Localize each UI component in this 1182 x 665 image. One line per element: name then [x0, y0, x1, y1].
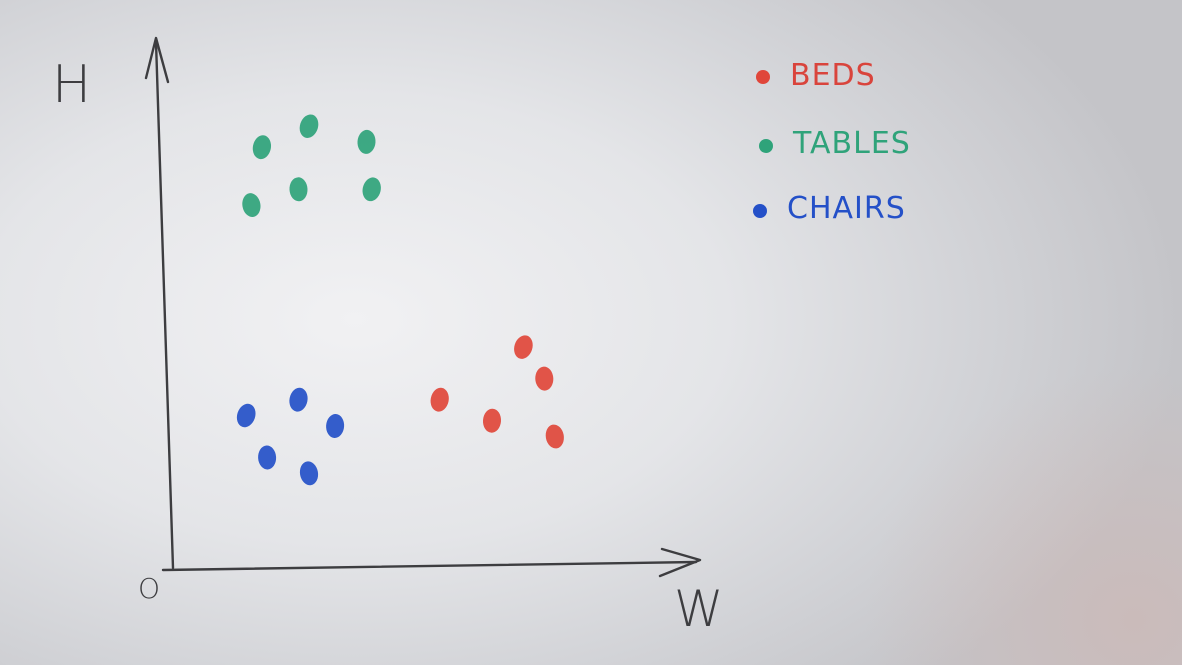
legend-marker-chairs [753, 204, 767, 218]
legend-label-beds: BEDS [790, 58, 876, 93]
point-beds-4 [535, 366, 554, 391]
point-beds-1 [514, 335, 533, 359]
legend-marker-tables [759, 139, 773, 153]
point-chairs-3 [326, 414, 345, 438]
point-tables-3 [357, 129, 376, 154]
legend-marker-beds [756, 70, 770, 84]
point-tables-1 [299, 114, 319, 138]
point-tables-2 [252, 135, 272, 160]
data-points [236, 114, 564, 486]
legend-item-chairs: CHAIRS [753, 191, 906, 226]
x-axis-line [161, 560, 698, 572]
y-axis-arrowhead [144, 36, 170, 84]
point-chairs-2 [289, 387, 308, 412]
point-chairs-4 [258, 445, 277, 470]
point-beds-5 [545, 424, 564, 449]
legend-label-tables: TABLES [792, 126, 911, 161]
x-axis-label: W [674, 580, 723, 638]
point-chairs-1 [236, 403, 256, 428]
origin-label: O [138, 572, 160, 605]
point-tables-5 [242, 193, 261, 218]
point-tables-4 [289, 177, 308, 202]
x-axis-arrowhead [658, 547, 702, 578]
point-beds-3 [482, 408, 502, 433]
light-glare [862, 365, 1182, 665]
y-axis-label: H [52, 55, 91, 115]
point-beds-2 [430, 387, 449, 412]
legend: BEDS TABLES CHAIRS [753, 58, 911, 226]
point-tables-6 [362, 177, 381, 202]
legend-label-chairs: CHAIRS [787, 191, 906, 226]
axes [144, 36, 702, 578]
y-axis-line [154, 40, 175, 570]
legend-item-tables: TABLES [759, 126, 911, 161]
point-chairs-5 [299, 461, 319, 486]
legend-item-beds: BEDS [756, 58, 876, 93]
